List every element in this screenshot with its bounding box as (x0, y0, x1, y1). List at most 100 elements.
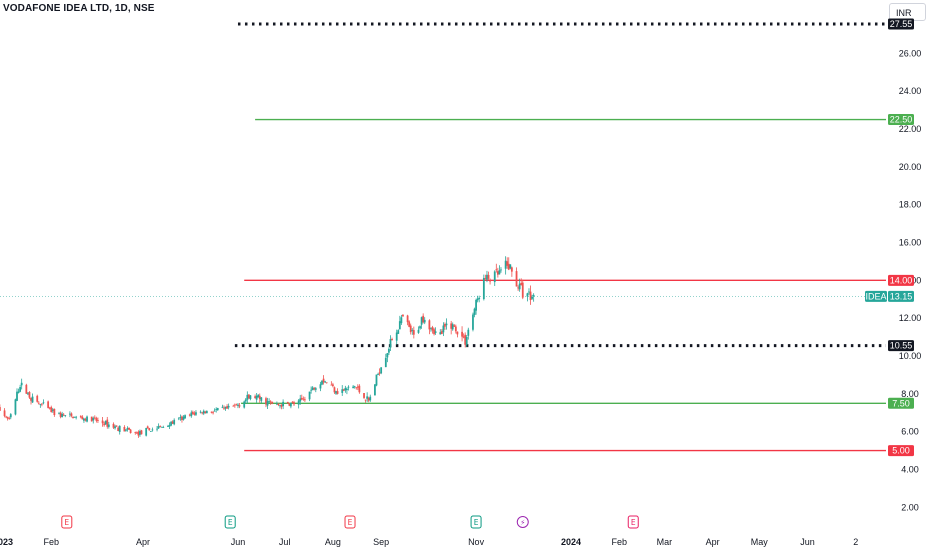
candle-body (19, 387, 22, 392)
candle-body (145, 428, 148, 436)
candle-body (465, 336, 468, 345)
candle-body (506, 261, 509, 266)
candle-body (247, 394, 250, 399)
level-price-text: 7.50 (892, 398, 910, 408)
x-tick-label: Jun (231, 537, 246, 547)
currency-selector[interactable]: INR (889, 3, 926, 21)
price-labels-layer: 27.55 22.50 14.00 10.55 7.50 5.00 IDEA 13.15 (865, 18, 914, 457)
candle-body (233, 404, 236, 406)
level-price-text: 27.55 (890, 19, 913, 29)
candle-body (369, 396, 372, 401)
earnings-event-icon[interactable] (470, 515, 482, 529)
candles-layer (0, 256, 535, 438)
candle-body (520, 282, 523, 285)
candle-body (107, 424, 110, 427)
candle-body (528, 291, 530, 293)
candle-body (103, 423, 106, 426)
candle-body (486, 274, 488, 280)
candle-body (26, 393, 29, 395)
candle-body (406, 315, 409, 323)
candle-body (384, 357, 387, 368)
candle-body (156, 428, 158, 430)
candle-body (92, 418, 95, 421)
candle-body (433, 329, 435, 335)
earnings-event-icon[interactable] (627, 515, 639, 529)
x-tick-label: 2023 (0, 537, 13, 547)
candle-body (237, 404, 239, 406)
candle-body (335, 391, 337, 394)
candle-body (95, 418, 98, 421)
candle-body (510, 267, 513, 272)
candle-body (8, 418, 11, 419)
candle-body (282, 401, 285, 407)
candle-body (227, 405, 230, 408)
level-price-tag (888, 18, 914, 30)
candle-body (104, 420, 107, 425)
event-label: ⚡ (520, 518, 525, 527)
candle-body (258, 395, 261, 400)
candle-body (493, 271, 496, 283)
candle-body (489, 280, 491, 282)
symbol-tag-text: IDEA (865, 291, 886, 301)
candle-body (302, 398, 305, 400)
candle-body (498, 270, 501, 275)
candle-body (420, 317, 423, 325)
dividend-event-icon[interactable] (516, 516, 529, 528)
x-tick-label: Sep (373, 537, 389, 547)
candle-body (118, 425, 121, 432)
candle-body (170, 421, 172, 426)
candle-body (389, 339, 392, 348)
candle-body (380, 367, 383, 374)
candle-body (303, 399, 306, 401)
candle-body (395, 332, 398, 341)
chart-title: VODAFONE IDEA LTD, 1D, NSE (3, 3, 155, 14)
candle-body (86, 416, 88, 422)
candle-body (521, 282, 524, 298)
y-tick-label: 24.00 (899, 86, 922, 96)
event-label: E (64, 518, 69, 527)
candle-body (123, 427, 126, 432)
candle-body (353, 386, 356, 388)
level-price-text: 5.00 (892, 446, 910, 456)
candle-body (269, 401, 272, 403)
candle-body (400, 317, 403, 324)
candle-body (255, 395, 258, 400)
candle-body (215, 409, 218, 410)
candle-body (280, 404, 283, 407)
level-price-text: 14.00 (890, 275, 913, 285)
earnings-event-icon[interactable] (61, 515, 73, 529)
candle-body (325, 382, 328, 384)
candle-body (188, 414, 191, 416)
candle-body (461, 331, 463, 337)
candle-body (532, 294, 535, 297)
x-tick-label: Feb (43, 537, 59, 547)
x-tick-label: Nov (468, 537, 485, 547)
candle-body (355, 387, 358, 389)
candle-body (319, 384, 322, 389)
level-price-tag (888, 445, 914, 457)
candle-body (310, 389, 313, 391)
candle-body (31, 396, 34, 403)
candle-body (409, 325, 412, 333)
earnings-event-icon[interactable] (344, 515, 356, 529)
candle-body (378, 372, 381, 374)
candle-body (182, 416, 185, 420)
candle-body (151, 429, 154, 431)
earnings-event-icon[interactable] (224, 515, 236, 529)
candle-body (201, 412, 204, 414)
candle-body (97, 420, 99, 421)
candle-body (83, 418, 85, 421)
candle-body (171, 421, 174, 424)
candle-body (106, 419, 109, 427)
candle-body (235, 404, 238, 406)
x-tick-label: Apr (706, 537, 720, 547)
candle-body (268, 401, 271, 403)
candle-body (342, 389, 345, 391)
candle-body (314, 388, 317, 390)
candle-body (444, 323, 446, 327)
level-price-tag (888, 274, 914, 286)
candle-body (402, 314, 404, 317)
candle-body (9, 414, 12, 418)
candle-body (332, 384, 334, 387)
